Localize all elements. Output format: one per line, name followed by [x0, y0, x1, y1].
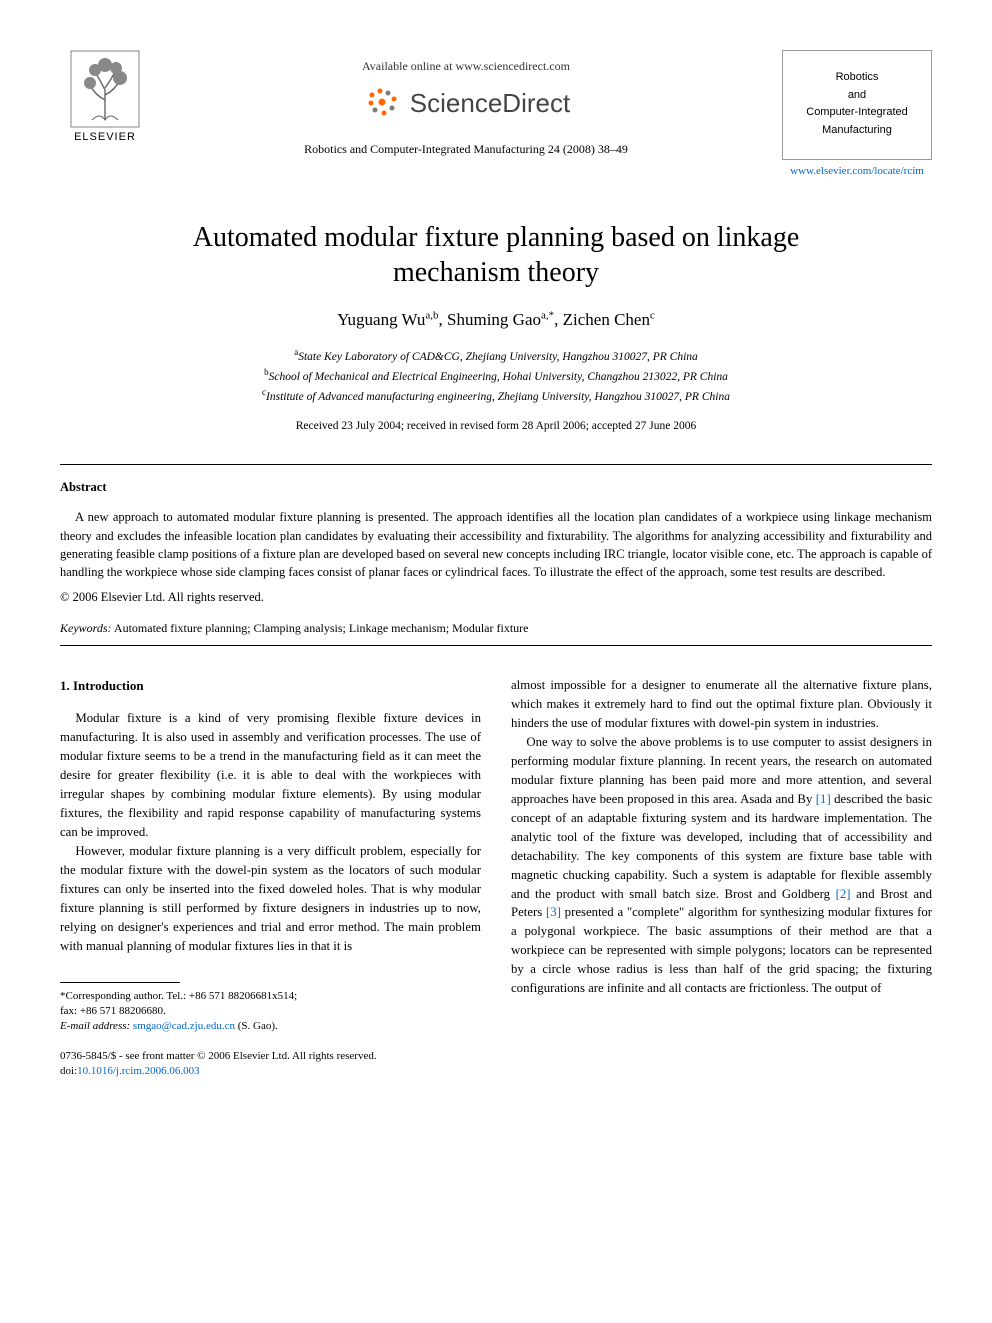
abstract-copyright: © 2006 Elsevier Ltd. All rights reserved…	[60, 589, 932, 607]
abstract-paragraph: A new approach to automated modular fixt…	[60, 508, 932, 581]
sciencedirect-wordmark: ScienceDirect	[410, 85, 570, 121]
divider	[60, 645, 932, 646]
body-text: described the basic concept of an adapta…	[511, 792, 932, 901]
affiliation-a: State Key Laboratory of CAD&CG, Zhejiang…	[298, 350, 698, 362]
affiliations-block: aState Key Laboratory of CAD&CG, Zhejian…	[60, 346, 932, 406]
footnote-email-label: E-mail address:	[60, 1020, 130, 1032]
elsevier-tree-icon	[70, 50, 140, 128]
article-history: Received 23 July 2004; received in revis…	[60, 418, 932, 434]
affiliation-line: bSchool of Mechanical and Electrical Eng…	[60, 366, 932, 386]
doi-line: doi:10.1016/j.rcim.2006.06.003	[60, 1064, 481, 1079]
keywords-text: Automated fixture planning; Clamping ana…	[114, 621, 529, 635]
keywords-label: Keywords:	[60, 621, 112, 635]
footnote-email-suffix: (S. Gao).	[238, 1020, 278, 1032]
available-online-text: Available online at www.sciencedirect.co…	[150, 58, 782, 75]
footnote-tel: *Corresponding author. Tel.: +86 571 882…	[60, 989, 481, 1004]
right-header-wrap: Robotics and Computer-Integrated Manufac…	[782, 50, 932, 180]
journal-box-line: and	[789, 87, 925, 105]
body-paragraph: One way to solve the above problems is t…	[511, 733, 932, 998]
journal-title-box: Robotics and Computer-Integrated Manufac…	[782, 50, 932, 160]
affiliation-b: School of Mechanical and Electrical Engi…	[269, 370, 728, 382]
body-paragraph: However, modular fixture planning is a v…	[60, 842, 481, 956]
article-title: Automated modular fixture planning based…	[140, 220, 852, 290]
body-text: presented a "complete" algorithm for syn…	[511, 905, 932, 995]
body-paragraph: Modular fixture is a kind of very promis…	[60, 709, 481, 842]
journal-box-line: Computer-Integrated	[789, 104, 925, 122]
citation-link[interactable]: [1]	[816, 792, 831, 806]
abstract-heading: Abstract	[60, 479, 932, 497]
page-header: ELSEVIER Available online at www.science…	[60, 50, 932, 180]
footnote-separator	[60, 982, 180, 983]
author-list: Yuguang Wua,b, Shuming Gaoa,*, Zichen Ch…	[60, 308, 932, 332]
sciencedirect-logo-row: ScienceDirect	[150, 83, 782, 123]
doi-prefix: doi:	[60, 1065, 77, 1077]
affiliation-line: aState Key Laboratory of CAD&CG, Zhejian…	[60, 346, 932, 366]
journal-box-line: Manufacturing	[789, 122, 925, 140]
footnote-email-line: E-mail address: smgao@cad.zju.edu.cn (S.…	[60, 1019, 481, 1034]
divider	[60, 464, 932, 465]
right-column: almost impossible for a designer to enum…	[511, 676, 932, 1079]
front-matter-text: 0736-5845/$ - see front matter © 2006 El…	[60, 1049, 481, 1064]
elsevier-publisher-block: ELSEVIER	[60, 50, 150, 145]
left-column: 1. Introduction Modular fixture is a kin…	[60, 676, 481, 1079]
body-paragraph: almost impossible for a designer to enum…	[511, 676, 932, 733]
sciencedirect-swirl-icon	[362, 83, 402, 123]
journal-homepage-link[interactable]: www.elsevier.com/locate/rcim	[782, 164, 932, 179]
keywords-line: Keywords: Automated fixture planning; Cl…	[60, 620, 932, 637]
body-columns: 1. Introduction Modular fixture is a kin…	[60, 676, 932, 1079]
citation-link[interactable]: [2]	[836, 887, 851, 901]
doi-link[interactable]: 10.1016/j.rcim.2006.06.003	[77, 1065, 200, 1077]
journal-reference: Robotics and Computer-Integrated Manufac…	[150, 141, 782, 158]
footnote-fax: fax: +86 571 88206680.	[60, 1004, 481, 1019]
corresponding-email-link[interactable]: smgao@cad.zju.edu.cn	[133, 1020, 235, 1032]
journal-box-line: Robotics	[789, 69, 925, 87]
elsevier-label: ELSEVIER	[74, 130, 136, 145]
section-heading-introduction: 1. Introduction	[60, 676, 481, 695]
center-header: Available online at www.sciencedirect.co…	[150, 50, 782, 158]
affiliation-line: cInstitute of Advanced manufacturing eng…	[60, 386, 932, 406]
affiliation-c: Institute of Advanced manufacturing engi…	[266, 391, 730, 403]
citation-link[interactable]: [3]	[546, 905, 561, 919]
corresponding-author-footnote: *Corresponding author. Tel.: +86 571 882…	[60, 989, 481, 1035]
front-matter-line: 0736-5845/$ - see front matter © 2006 El…	[60, 1049, 481, 1080]
